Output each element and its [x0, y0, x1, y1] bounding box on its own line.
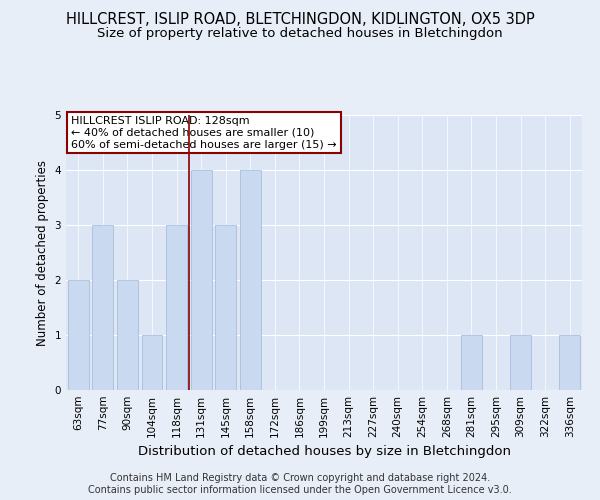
- Bar: [191, 170, 212, 390]
- Bar: [117, 280, 138, 390]
- Text: HILLCREST ISLIP ROAD: 128sqm
← 40% of detached houses are smaller (10)
60% of se: HILLCREST ISLIP ROAD: 128sqm ← 40% of de…: [71, 116, 337, 150]
- Bar: [142, 335, 163, 390]
- X-axis label: Distribution of detached houses by size in Bletchingdon: Distribution of detached houses by size …: [137, 446, 511, 458]
- Bar: [240, 170, 261, 390]
- Bar: [461, 335, 482, 390]
- Text: Contains HM Land Registry data © Crown copyright and database right 2024.
Contai: Contains HM Land Registry data © Crown c…: [88, 474, 512, 495]
- Bar: [68, 280, 89, 390]
- Text: Size of property relative to detached houses in Bletchingdon: Size of property relative to detached ho…: [97, 28, 503, 40]
- Bar: [166, 225, 187, 390]
- Y-axis label: Number of detached properties: Number of detached properties: [36, 160, 49, 346]
- Bar: [510, 335, 531, 390]
- Bar: [215, 225, 236, 390]
- Bar: [92, 225, 113, 390]
- Bar: [559, 335, 580, 390]
- Text: HILLCREST, ISLIP ROAD, BLETCHINGDON, KIDLINGTON, OX5 3DP: HILLCREST, ISLIP ROAD, BLETCHINGDON, KID…: [65, 12, 535, 28]
